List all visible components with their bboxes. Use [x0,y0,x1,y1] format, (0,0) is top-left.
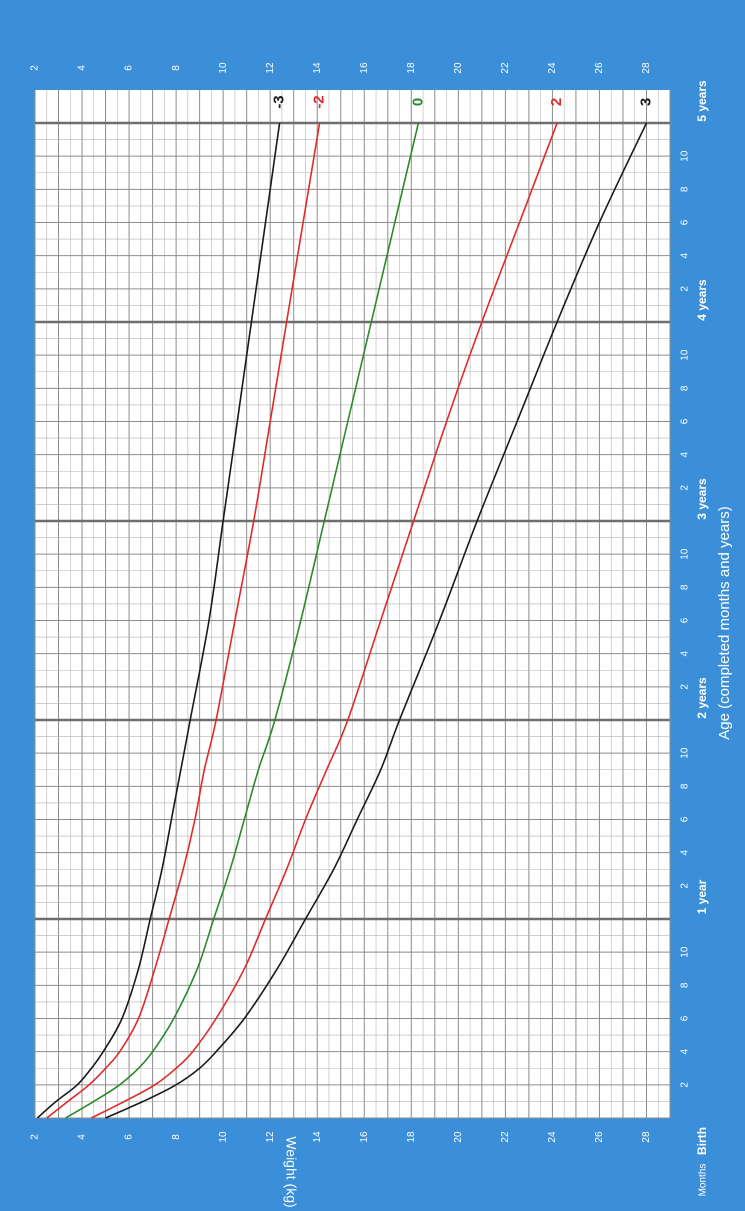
month-tick-label: 10 [680,548,691,560]
weight-tick-label: 4 [77,1134,88,1140]
month-tick-label: 2 [680,883,691,889]
weight-tick-label: 14 [312,1131,323,1143]
weight-tick-label: 26 [594,62,605,74]
weight-tick-label: 6 [124,65,135,71]
weight-tick-label: 20 [453,62,464,74]
weight-tick-label: 22 [500,1131,511,1143]
weight-tick-label: 4 [77,65,88,71]
weight-tick-label: 28 [641,1131,652,1143]
month-tick-label: 4 [680,849,691,855]
month-tick-label: 8 [680,783,691,789]
month-tick-label: 4 [680,451,691,457]
month-tick-label: 6 [680,617,691,623]
month-tick-label: 4 [680,650,691,656]
weight-tick-label: 12 [265,1131,276,1143]
weight-tick-label: 18 [406,62,417,74]
weight-tick-label: 18 [406,1131,417,1143]
month-tick-label: 8 [680,385,691,391]
year-label: 1 year [695,879,709,914]
month-tick-label: 10 [680,747,691,759]
month-tick-label: 2 [680,1082,691,1088]
year-label: Birth [695,1127,709,1155]
year-label: 5 years [695,80,709,122]
series-label-0: 0 [409,98,426,106]
month-tick-label: 10 [680,946,691,958]
weight-tick-label: 6 [124,1134,135,1140]
month-tick-label: 4 [680,252,691,258]
weight-tick-label: 2 [30,65,41,71]
series-label--2: -2 [311,95,328,108]
series-label--3: -3 [271,95,288,108]
month-tick-label: 10 [680,349,691,361]
year-label: 2 years [695,677,709,719]
month-tick-label: 2 [680,684,691,690]
weight-tick-label: 20 [453,1131,464,1143]
month-tick-label: 2 [680,286,691,292]
month-tick-label: 10 [680,150,691,162]
x-unit-label: Months [698,1164,709,1197]
weight-tick-label: 8 [171,1134,182,1140]
month-tick-label: 6 [680,219,691,225]
weight-tick-label: 24 [547,1131,558,1143]
series-label-2: 2 [548,98,565,106]
weight-tick-label: 10 [218,1131,229,1143]
weight-tick-label: 28 [641,62,652,74]
weight-tick-label: 2 [30,1134,41,1140]
weight-tick-label: 22 [500,62,511,74]
month-tick-label: 8 [680,584,691,590]
y-axis-title: Weight (kg) [283,1136,299,1207]
year-label: 3 years [695,478,709,520]
month-tick-label: 2 [680,485,691,491]
x-axis-title: Age (completed months and years) [716,506,733,739]
month-tick-label: 4 [680,1048,691,1054]
weight-tick-label: 12 [265,62,276,74]
weight-tick-label: 10 [218,62,229,74]
weight-tick-label: 26 [594,1131,605,1143]
weight-tick-label: 16 [359,1131,370,1143]
month-tick-label: 6 [680,816,691,822]
month-tick-label: 6 [680,1015,691,1021]
month-tick-label: 8 [680,982,691,988]
month-tick-label: 8 [680,186,691,192]
month-tick-label: 6 [680,418,691,424]
weight-tick-label: 14 [312,62,323,74]
weight-tick-label: 24 [547,62,558,74]
weight-tick-label: 16 [359,62,370,74]
weight-tick-label: 8 [171,65,182,71]
series-label-3: 3 [637,98,654,106]
year-label: 4 years [695,279,709,321]
